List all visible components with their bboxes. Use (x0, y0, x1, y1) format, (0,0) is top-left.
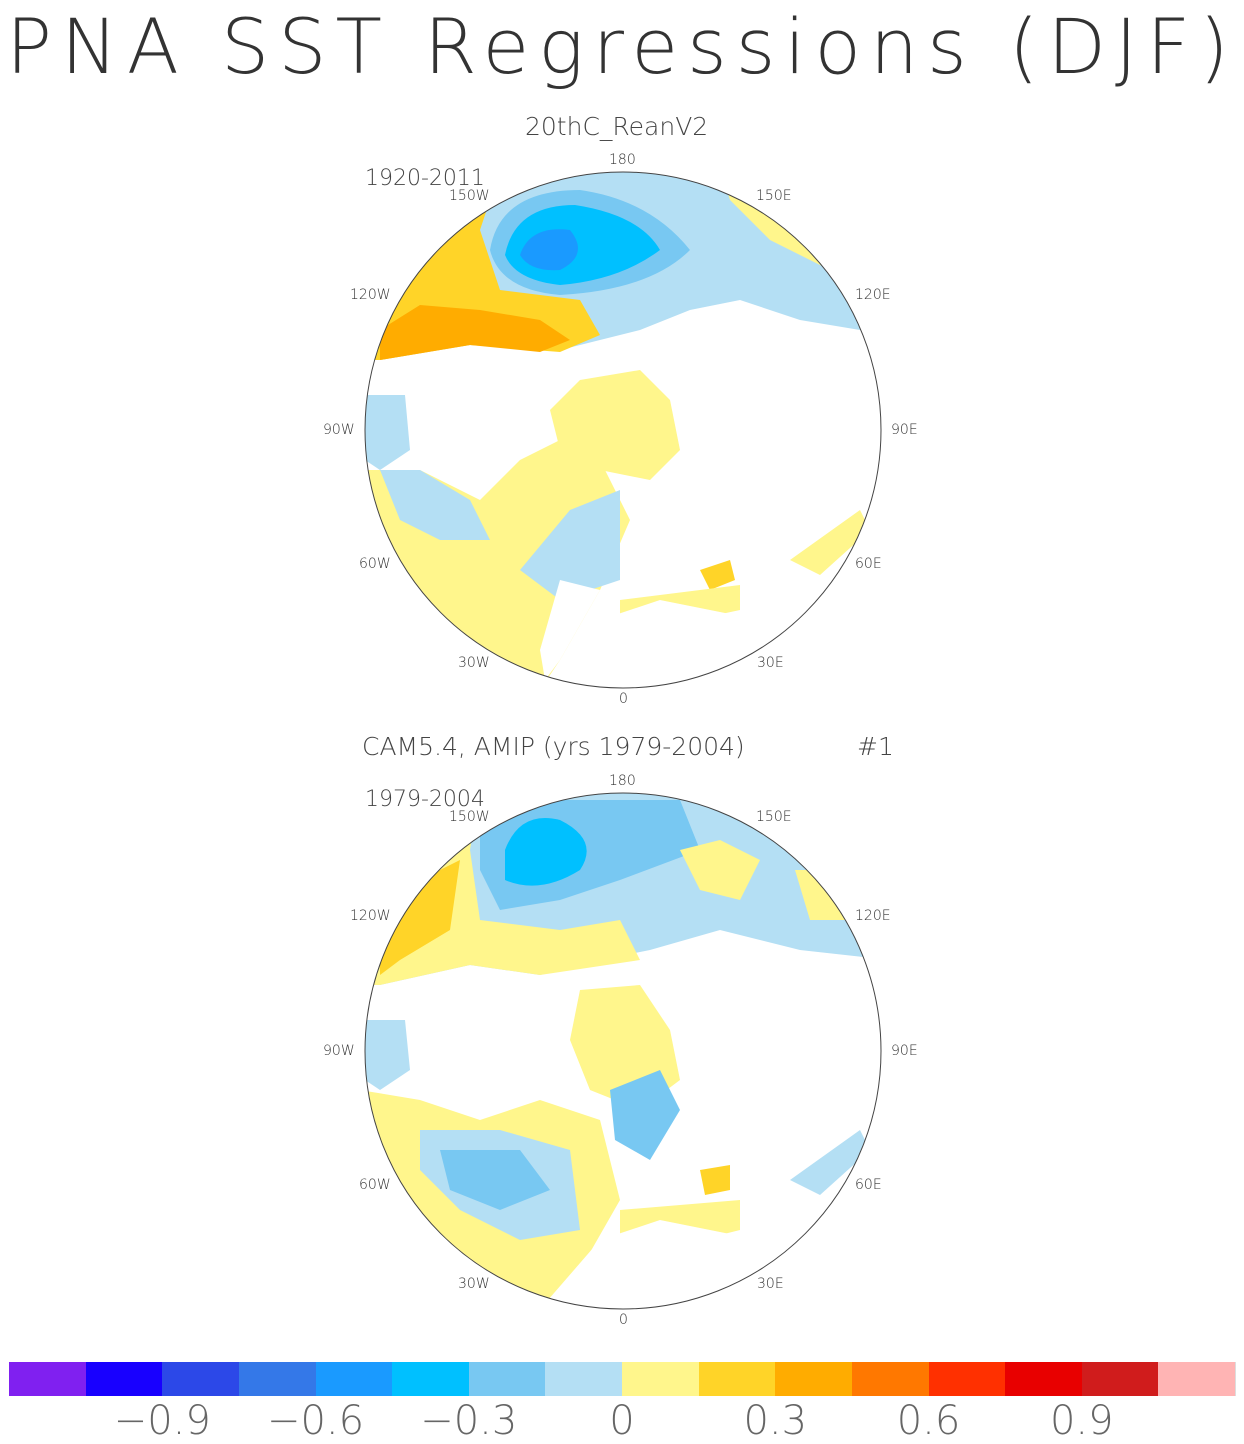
colorbar-tick-label: 0.6 (896, 1398, 961, 1444)
lon-label: 180 (609, 773, 636, 789)
map-panel-2 (365, 793, 881, 1309)
lon-label: 60E (855, 556, 882, 572)
colorbar-box (9, 1362, 87, 1396)
panel2-period: 1979-2004 (365, 787, 485, 812)
colorbar-tick-label: 0.9 (1049, 1398, 1114, 1444)
colorbar-box (775, 1362, 853, 1396)
map-panel-1 (365, 172, 881, 688)
colorbar-box (1005, 1362, 1083, 1396)
lon-label: 120E (855, 287, 891, 303)
lon-label: 60W (359, 1177, 391, 1193)
colorbar-box (468, 1362, 547, 1396)
lon-label: 30W (458, 1276, 490, 1292)
panel2-title: CAM5.4, AMIP (yrs 1979-2004) (362, 732, 745, 761)
figure-title: PNA SST Regressions (DJF) (6, 2, 1238, 91)
lon-label: 150E (756, 809, 792, 825)
lon-label: 90W (323, 1043, 355, 1059)
colorbar-box (928, 1362, 1007, 1396)
lon-label: 180 (609, 152, 636, 168)
colorbar-box (392, 1362, 470, 1396)
lon-label: 90E (891, 422, 918, 438)
lon-label: 120W (350, 908, 391, 924)
panel1-period: 1920-2011 (365, 166, 485, 191)
colorbar-box (851, 1362, 930, 1396)
lon-label: 150W (449, 809, 490, 825)
lon-label: 0 (619, 691, 628, 707)
colorbar-box (622, 1362, 700, 1396)
lon-label: 120E (855, 908, 891, 924)
lon-label: 0 (619, 1312, 628, 1328)
colorbar-box (545, 1362, 623, 1396)
lon-label: 150W (449, 188, 490, 204)
lon-label: 150E (756, 188, 792, 204)
colorbar-box (698, 1362, 777, 1396)
colorbar-box (1158, 1362, 1236, 1396)
lon-label: 120W (350, 287, 391, 303)
lon-label: 30E (757, 655, 784, 671)
colorbar-tick-label: −0.6 (266, 1398, 365, 1444)
lon-label: 30E (757, 1276, 784, 1292)
lon-label: 30W (458, 655, 490, 671)
panel2-number: #1 (857, 732, 894, 761)
colorbar-tick-label: 0.3 (743, 1398, 808, 1444)
lon-label: 90W (323, 422, 355, 438)
colorbar-box (1081, 1362, 1160, 1396)
colorbar-box (162, 1362, 240, 1396)
colorbar-tick-label: −0.3 (420, 1398, 518, 1444)
lon-label: 90E (891, 1043, 918, 1059)
lon-label: 60E (855, 1177, 882, 1193)
panel1-title: 20thC_ReanV2 (525, 112, 709, 141)
colorbar-box (238, 1362, 317, 1396)
colorbar-box (85, 1362, 164, 1396)
colorbar-tick-label: −0.9 (113, 1398, 211, 1444)
colorbar-tick-label: 0 (609, 1398, 635, 1444)
colorbar-box (315, 1362, 394, 1396)
lon-label: 60W (359, 556, 391, 572)
